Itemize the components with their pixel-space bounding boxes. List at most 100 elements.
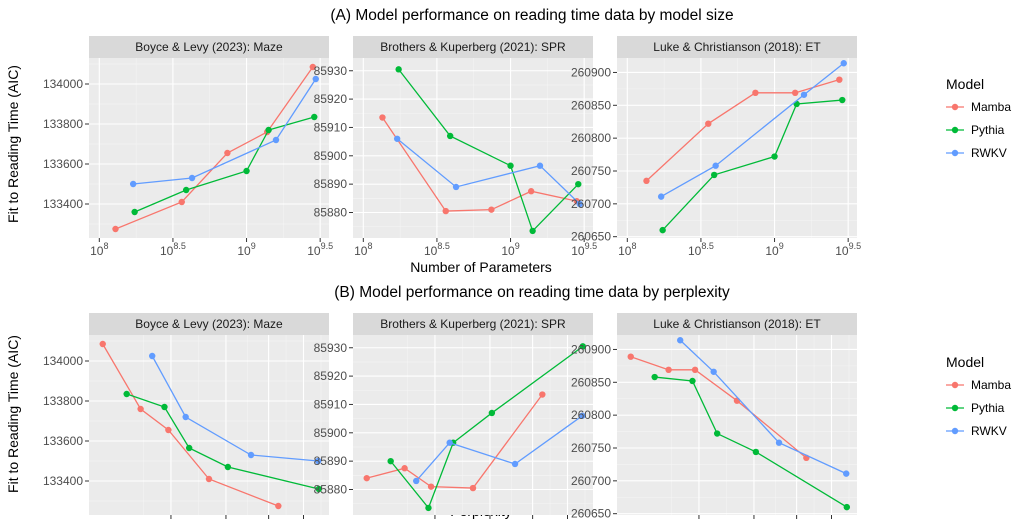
data-point-rwkv xyxy=(536,162,544,169)
facet-strip xyxy=(89,36,329,58)
y-axis-label-a: Fit to Reading Time (AIC) xyxy=(5,65,21,223)
x-tick-label: 108.5 xyxy=(424,241,450,258)
y-tick-label: 260900 xyxy=(571,342,611,356)
data-point-mamba xyxy=(539,391,546,398)
y-tick-label: 133600 xyxy=(43,157,83,171)
legend-label: RWKV xyxy=(971,146,1007,160)
data-point-pythia xyxy=(131,208,138,216)
panel: Boyce & Levy (2023): Maze 133400 133600 133… xyxy=(43,313,329,521)
facet-title: Brothers & Kuperberg (2021): SPR xyxy=(380,40,566,54)
x-tick-label: 109 xyxy=(501,241,519,258)
legend-size: Model Mamba Pythia RWKV xyxy=(946,76,1011,160)
data-point-mamba xyxy=(165,426,172,434)
data-point-rwkv xyxy=(272,136,280,144)
y-tick-label: 85910 xyxy=(314,120,348,134)
y-tick-label: 260650 xyxy=(571,230,611,244)
data-point-rwkv xyxy=(315,457,322,465)
legend-label: Mamba xyxy=(971,100,1011,114)
chart-panels: Boyce & Levy (2023): Maze 133400 133600 133… xyxy=(43,36,861,521)
data-point-pythia xyxy=(182,186,190,194)
series-line-rwkv xyxy=(151,355,319,462)
facet-strip xyxy=(617,313,857,335)
facet-title: Boyce & Levy (2023): Maze xyxy=(135,40,283,54)
x-tick-label: 109.5 xyxy=(835,241,861,258)
data-point-pythia xyxy=(659,226,666,234)
data-point-mamba xyxy=(309,63,317,71)
plot-background xyxy=(89,335,329,515)
data-point-pythia xyxy=(579,343,587,350)
panel: Luke & Christianson (2018): ET 260650 2607… xyxy=(571,36,861,258)
data-point-rwkv xyxy=(657,193,665,200)
y-tick-label: 85890 xyxy=(314,177,348,191)
x-axis-label-a: Number of Parameters xyxy=(410,259,552,275)
data-point-mamba xyxy=(836,76,843,83)
row-b-title: (B) Model performance on reading time da… xyxy=(334,284,730,301)
y-tick-label: 85920 xyxy=(314,369,348,383)
data-point-mamba xyxy=(401,465,408,472)
x-tick-label: 109.5 xyxy=(571,241,597,258)
y-tick-label: 85900 xyxy=(314,426,348,440)
y-tick-label: 133800 xyxy=(43,394,83,408)
y-tick-label: 85900 xyxy=(314,149,348,163)
data-point-pythia xyxy=(488,409,496,417)
y-tick-label: 260700 xyxy=(571,197,611,211)
x-tick-label: 108.5 xyxy=(688,241,714,258)
data-point-rwkv xyxy=(312,75,319,83)
x-tick-label: 108 xyxy=(618,241,636,258)
data-point-rwkv xyxy=(677,337,684,344)
data-point-pythia xyxy=(507,162,514,169)
data-point-mamba xyxy=(752,89,759,97)
facet-title: Brothers & Kuperberg (2021): SPR xyxy=(380,317,566,331)
data-point-rwkv xyxy=(579,412,586,419)
panel: Brothers & Kuperberg (2021): SPR 85880 858… xyxy=(314,313,593,521)
data-point-mamba xyxy=(137,405,144,413)
legend-key-point xyxy=(951,103,959,111)
x-tick-label: 109.5 xyxy=(307,241,333,258)
data-point-mamba xyxy=(363,474,370,482)
data-point-rwkv xyxy=(800,91,808,98)
data-point-pythia xyxy=(161,403,168,411)
legend-label: Mamba xyxy=(971,378,1011,392)
data-point-rwkv xyxy=(576,200,583,208)
plot-background xyxy=(617,335,857,515)
data-point-mamba xyxy=(733,397,741,404)
y-tick-label: 85930 xyxy=(314,64,348,78)
data-point-mamba xyxy=(665,366,672,374)
data-point-pythia xyxy=(243,167,250,175)
data-point-rwkv xyxy=(712,162,719,169)
y-tick-label: 260750 xyxy=(571,164,611,178)
data-point-rwkv xyxy=(149,352,156,360)
legend-title: Model xyxy=(946,354,984,370)
data-point-mamba xyxy=(627,353,634,360)
data-point-rwkv xyxy=(413,477,420,485)
series-line-rwkv xyxy=(133,78,317,185)
plot-background xyxy=(353,58,593,238)
data-point-pythia xyxy=(843,503,851,511)
data-point-pythia xyxy=(265,126,272,134)
data-point-pythia xyxy=(395,66,402,73)
y-tick-label: 85880 xyxy=(314,205,348,219)
facet-strip xyxy=(89,313,329,335)
series-line-rwkv xyxy=(679,339,847,475)
data-point-rwkv xyxy=(446,439,453,446)
data-point-pythia xyxy=(710,171,718,179)
data-point-pythia xyxy=(446,132,454,140)
data-point-pythia xyxy=(651,373,658,381)
panel: Luke & Christianson (2018): ET 260650 2607… xyxy=(571,313,857,521)
legend-perplexity: Model Mamba Pythia RWKV xyxy=(946,354,1011,438)
data-point-rwkv xyxy=(182,413,189,421)
data-point-mamba xyxy=(275,502,282,510)
data-point-rwkv xyxy=(129,180,137,188)
y-tick-label: 133400 xyxy=(43,474,83,488)
data-point-mamba xyxy=(379,114,386,121)
data-point-mamba xyxy=(224,149,231,157)
data-point-mamba xyxy=(643,177,650,185)
data-point-rwkv xyxy=(393,135,401,142)
data-point-mamba xyxy=(427,483,435,490)
data-point-mamba xyxy=(705,120,712,127)
data-point-pythia xyxy=(529,227,536,235)
panel: Boyce & Levy (2023): Maze 133400 133600 133… xyxy=(43,36,333,258)
data-point-pythia xyxy=(752,448,760,456)
data-point-mamba xyxy=(527,188,535,195)
